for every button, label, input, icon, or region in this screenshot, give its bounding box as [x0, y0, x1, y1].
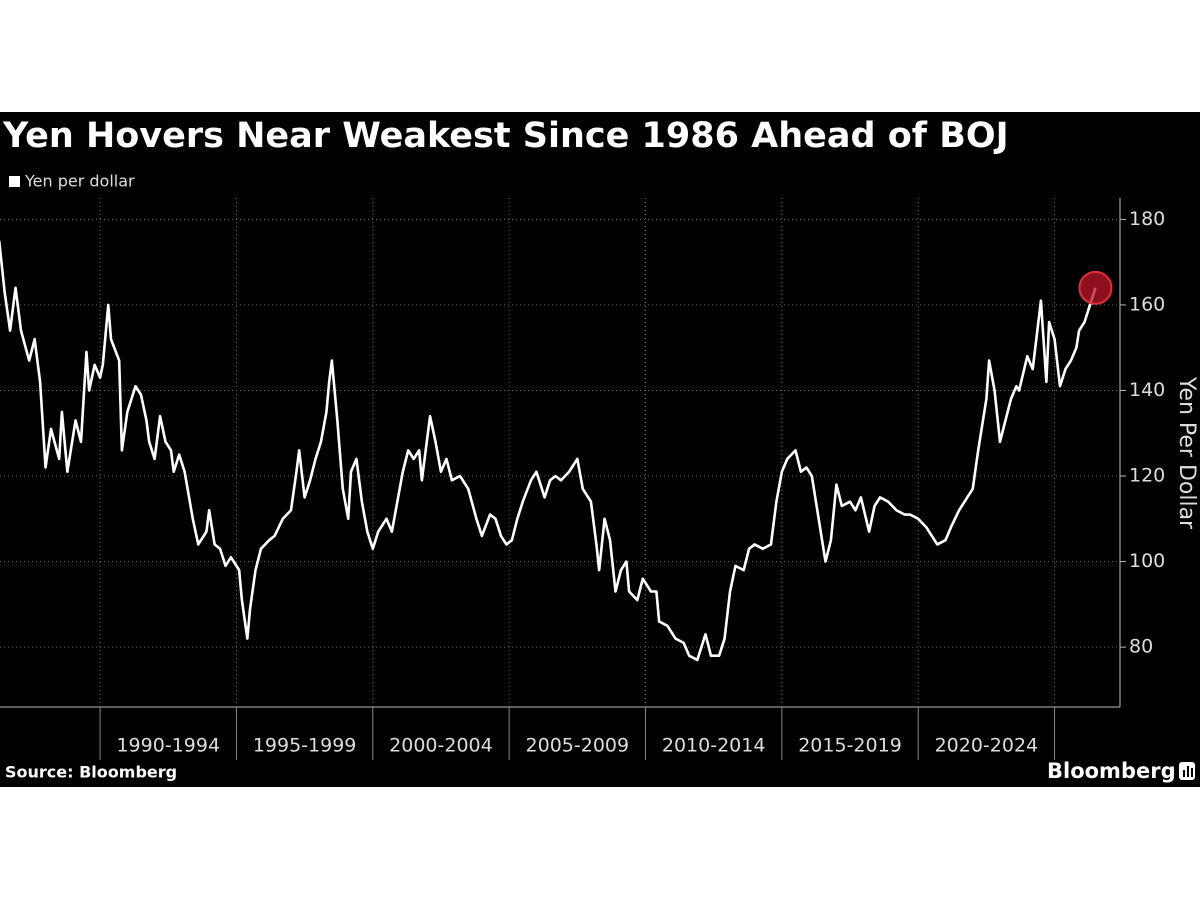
y-tick-label: 100: [1129, 550, 1165, 572]
y-tick-label: 80: [1129, 636, 1153, 658]
line: [0, 240, 1097, 662]
panel: [0, 112, 1200, 787]
legend-swatch: [9, 176, 20, 187]
legend-label: Yen per dollar: [24, 172, 135, 191]
x-period-label: 1990-1994: [116, 735, 220, 757]
y-axis-label: Yen Per Dollar: [1174, 376, 1199, 530]
x-period-label: 2010-2014: [662, 735, 766, 757]
x-period-label: 1995-1999: [253, 735, 357, 757]
x-period-label: 2015-2019: [798, 735, 902, 757]
source: Source: Bloomberg: [5, 763, 177, 782]
logo-icon: [1179, 762, 1195, 780]
x-period-label: 2020-2024: [935, 735, 1039, 757]
x-period-label: 2000-2004: [389, 735, 493, 757]
last-value-highlight: [1078, 270, 1113, 305]
y-tick-label: 120: [1129, 465, 1165, 487]
logo: Bloomberg: [1047, 759, 1176, 783]
x-period-label: 2005-2009: [526, 735, 630, 757]
chart-title: Yen Hovers Near Weakest Since 1986 Ahead…: [2, 116, 1009, 156]
y-tick-label: 140: [1129, 379, 1165, 401]
y-tick-label: 180: [1129, 208, 1165, 230]
y-tick-label: 160: [1129, 293, 1165, 315]
